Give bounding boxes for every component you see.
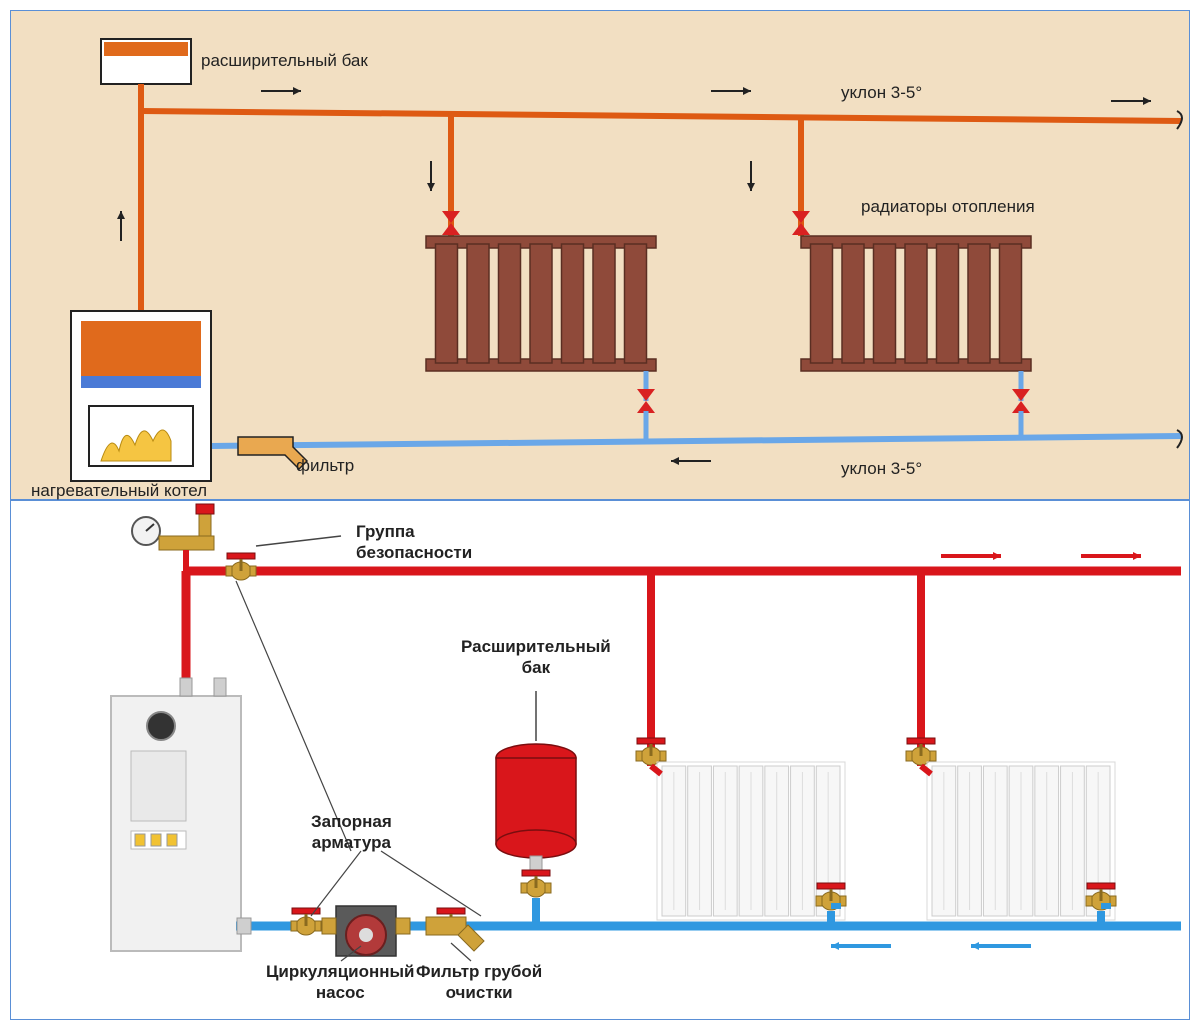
label-pump: Циркуляционныйнасос [266, 961, 415, 1004]
label-shutoff: Запорнаяарматура [311, 811, 392, 854]
label-slope-top: уклон 3-5° [841, 83, 922, 103]
label-filter: Фильтр грубойочистки [416, 961, 542, 1004]
frame: расширительный бак уклон 3-5° уклон 3-5°… [0, 0, 1200, 1027]
label-boiler: нагревательный котел [31, 481, 207, 501]
label-expansion-tank: Расширительныйбак [461, 636, 611, 679]
label-filter: фильтр [296, 456, 354, 476]
label-radiators: радиаторы отопления [861, 197, 1035, 217]
diagram-top [11, 11, 1191, 501]
label-safety-group: Группабезопасности [356, 521, 472, 564]
panel-forced-system: Группабезопасности Расширительныйбак Зап… [10, 500, 1190, 1020]
label-expansion-tank: расширительный бак [201, 51, 368, 71]
diagram-bot [11, 501, 1191, 1021]
panel-gravity-system: расширительный бак уклон 3-5° уклон 3-5°… [10, 10, 1190, 500]
label-slope-bot: уклон 3-5° [841, 459, 922, 479]
